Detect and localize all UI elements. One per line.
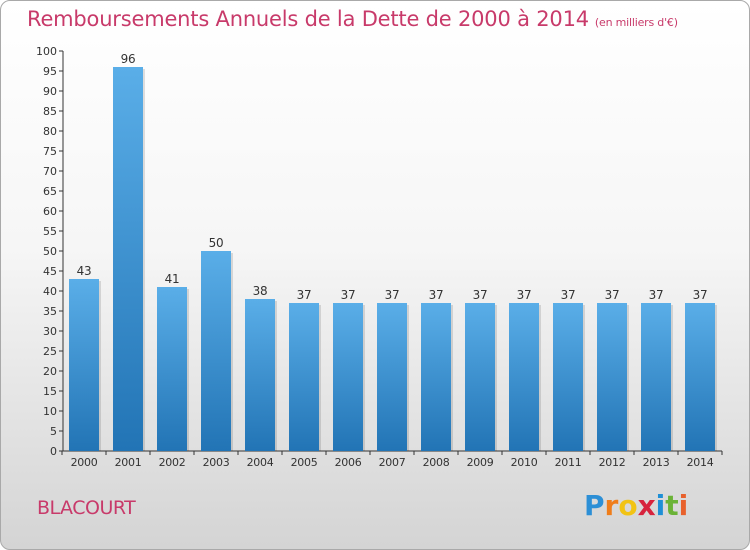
- x-tick-label: 2010: [511, 456, 538, 469]
- x-tick-label: 2011: [555, 456, 582, 469]
- data-label: 37: [341, 288, 356, 302]
- x-tick-label: 2004: [247, 456, 274, 469]
- y-tick-label: 15: [43, 385, 57, 398]
- y-tick-label: 100: [36, 45, 57, 58]
- data-label: 37: [429, 288, 444, 302]
- commune-name: BLACOURT: [37, 497, 136, 519]
- bar: [465, 303, 495, 451]
- x-tick-label: 2001: [115, 456, 142, 469]
- x-tick-label: 2003: [203, 456, 230, 469]
- x-tick-label: 2005: [291, 456, 318, 469]
- y-tick-label: 50: [43, 245, 57, 258]
- x-tick-label: 2012: [599, 456, 626, 469]
- x-tick-label: 2000: [71, 456, 98, 469]
- x-tick-label: 2014: [687, 456, 714, 469]
- bar: [597, 303, 627, 451]
- y-tick-label: 75: [43, 145, 57, 158]
- bar: [553, 303, 583, 451]
- data-label: 43: [77, 264, 92, 278]
- x-tick-label: 2013: [643, 456, 670, 469]
- y-tick-label: 45: [43, 265, 57, 278]
- x-tick-label: 2006: [335, 456, 362, 469]
- data-labels: 43 96 41 50 38 37 37 37 37 37 37 37 37 37 37: [77, 52, 708, 302]
- y-tick-label: 5: [50, 425, 57, 438]
- data-label: 37: [649, 288, 664, 302]
- data-label: 37: [693, 288, 708, 302]
- bar: [201, 251, 231, 451]
- bar: [113, 67, 143, 451]
- bar: [289, 303, 319, 451]
- bar: [245, 299, 275, 451]
- y-tick-label: 35: [43, 305, 57, 318]
- bars: [69, 67, 717, 451]
- data-label: 37: [297, 288, 312, 302]
- data-label: 37: [605, 288, 620, 302]
- data-label: 50: [209, 236, 224, 250]
- chart-title-text: Remboursements Annuels de la Dette de 20…: [27, 7, 589, 31]
- chart-title: Remboursements Annuels de la Dette de 20…: [27, 7, 678, 31]
- x-tick-label: 2009: [467, 456, 494, 469]
- y-tick-label: 60: [43, 205, 57, 218]
- y-tick-label: 95: [43, 65, 57, 78]
- bar: [377, 303, 407, 451]
- bar: [157, 287, 187, 451]
- y-tick-label: 0: [50, 445, 57, 458]
- y-tick-label: 85: [43, 105, 57, 118]
- bar: [685, 303, 715, 451]
- bar: [421, 303, 451, 451]
- y-tick-label: 20: [43, 365, 57, 378]
- data-label: 37: [561, 288, 576, 302]
- y-tick-label: 55: [43, 225, 57, 238]
- y-tick-label: 65: [43, 185, 57, 198]
- x-tick-label: 2007: [379, 456, 406, 469]
- axes: 0 5 10 15 20 25 30 35 40 45 50 55 60 65 70 75 80 85 90 95 10…: [36, 45, 723, 469]
- y-tick-label: 10: [43, 405, 57, 418]
- y-tick-label: 25: [43, 345, 57, 358]
- x-tick-label: 2008: [423, 456, 450, 469]
- proxiti-logo: Proxiti: [584, 489, 689, 522]
- data-label: 37: [385, 288, 400, 302]
- y-tick-label: 30: [43, 325, 57, 338]
- data-label: 38: [253, 284, 268, 298]
- bar: [333, 303, 363, 451]
- y-tick-label: 70: [43, 165, 57, 178]
- data-label: 37: [473, 288, 488, 302]
- y-tick-label: 80: [43, 125, 57, 138]
- bar: [641, 303, 671, 451]
- x-tick-label: 2002: [159, 456, 186, 469]
- bar: [509, 303, 539, 451]
- y-tick-label: 90: [43, 85, 57, 98]
- data-label: 37: [517, 288, 532, 302]
- bar: [69, 279, 99, 451]
- data-label: 96: [121, 52, 136, 66]
- chart-subtitle: (en milliers d'€): [594, 16, 678, 29]
- y-tick-label: 40: [43, 285, 57, 298]
- data-label: 41: [165, 272, 180, 286]
